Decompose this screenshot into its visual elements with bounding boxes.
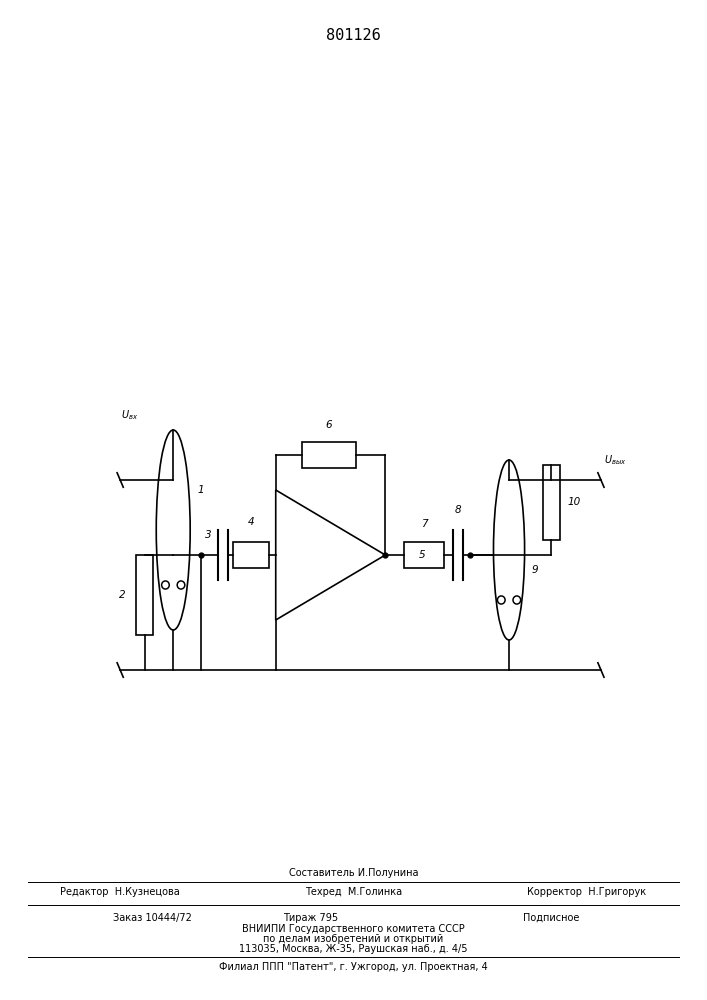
Text: Подписное: Подписное <box>523 913 580 923</box>
Text: 7: 7 <box>421 519 428 529</box>
Text: 9: 9 <box>532 565 538 575</box>
Text: ВНИИПИ Государственного комитета СССР: ВНИИПИ Государственного комитета СССР <box>242 924 465 934</box>
Text: Тираж 795: Тираж 795 <box>284 913 339 923</box>
Text: Составитель И.Полунина: Составитель И.Полунина <box>288 868 419 878</box>
Text: 3: 3 <box>205 530 211 540</box>
Text: 5: 5 <box>419 550 426 560</box>
Bar <box>404 542 444 568</box>
Text: $U_{вх}$: $U_{вх}$ <box>122 408 139 422</box>
Bar <box>136 555 153 635</box>
Ellipse shape <box>498 596 505 604</box>
Text: Техред  М.Голинка: Техред М.Голинка <box>305 887 402 897</box>
Bar <box>543 465 560 540</box>
Text: Заказ 10444/72: Заказ 10444/72 <box>113 913 192 923</box>
Text: 1: 1 <box>197 485 204 495</box>
Text: $U_{вых}$: $U_{вых}$ <box>604 453 627 467</box>
Text: Корректор  Н.Григорук: Корректор Н.Григорук <box>527 887 646 897</box>
Text: по делам изобретений и открытий: по делам изобретений и открытий <box>264 934 443 944</box>
Text: 8: 8 <box>455 505 462 515</box>
Text: Филиал ППП "Патент", г. Ужгород, ул. Проектная, 4: Филиал ППП "Патент", г. Ужгород, ул. Про… <box>219 962 488 972</box>
Ellipse shape <box>177 581 185 589</box>
Text: Редактор  Н.Кузнецова: Редактор Н.Кузнецова <box>60 887 180 897</box>
Text: 2: 2 <box>119 590 126 600</box>
Text: 4: 4 <box>247 517 255 527</box>
Text: 6: 6 <box>325 420 332 430</box>
Text: 113035, Москва, Ж-35, Раушская наб., д. 4/5: 113035, Москва, Ж-35, Раушская наб., д. … <box>239 944 468 954</box>
Bar <box>302 442 356 468</box>
Bar <box>233 542 269 568</box>
Ellipse shape <box>513 596 520 604</box>
Text: 10: 10 <box>567 497 580 507</box>
Text: 801126: 801126 <box>326 27 381 42</box>
Ellipse shape <box>162 581 169 589</box>
